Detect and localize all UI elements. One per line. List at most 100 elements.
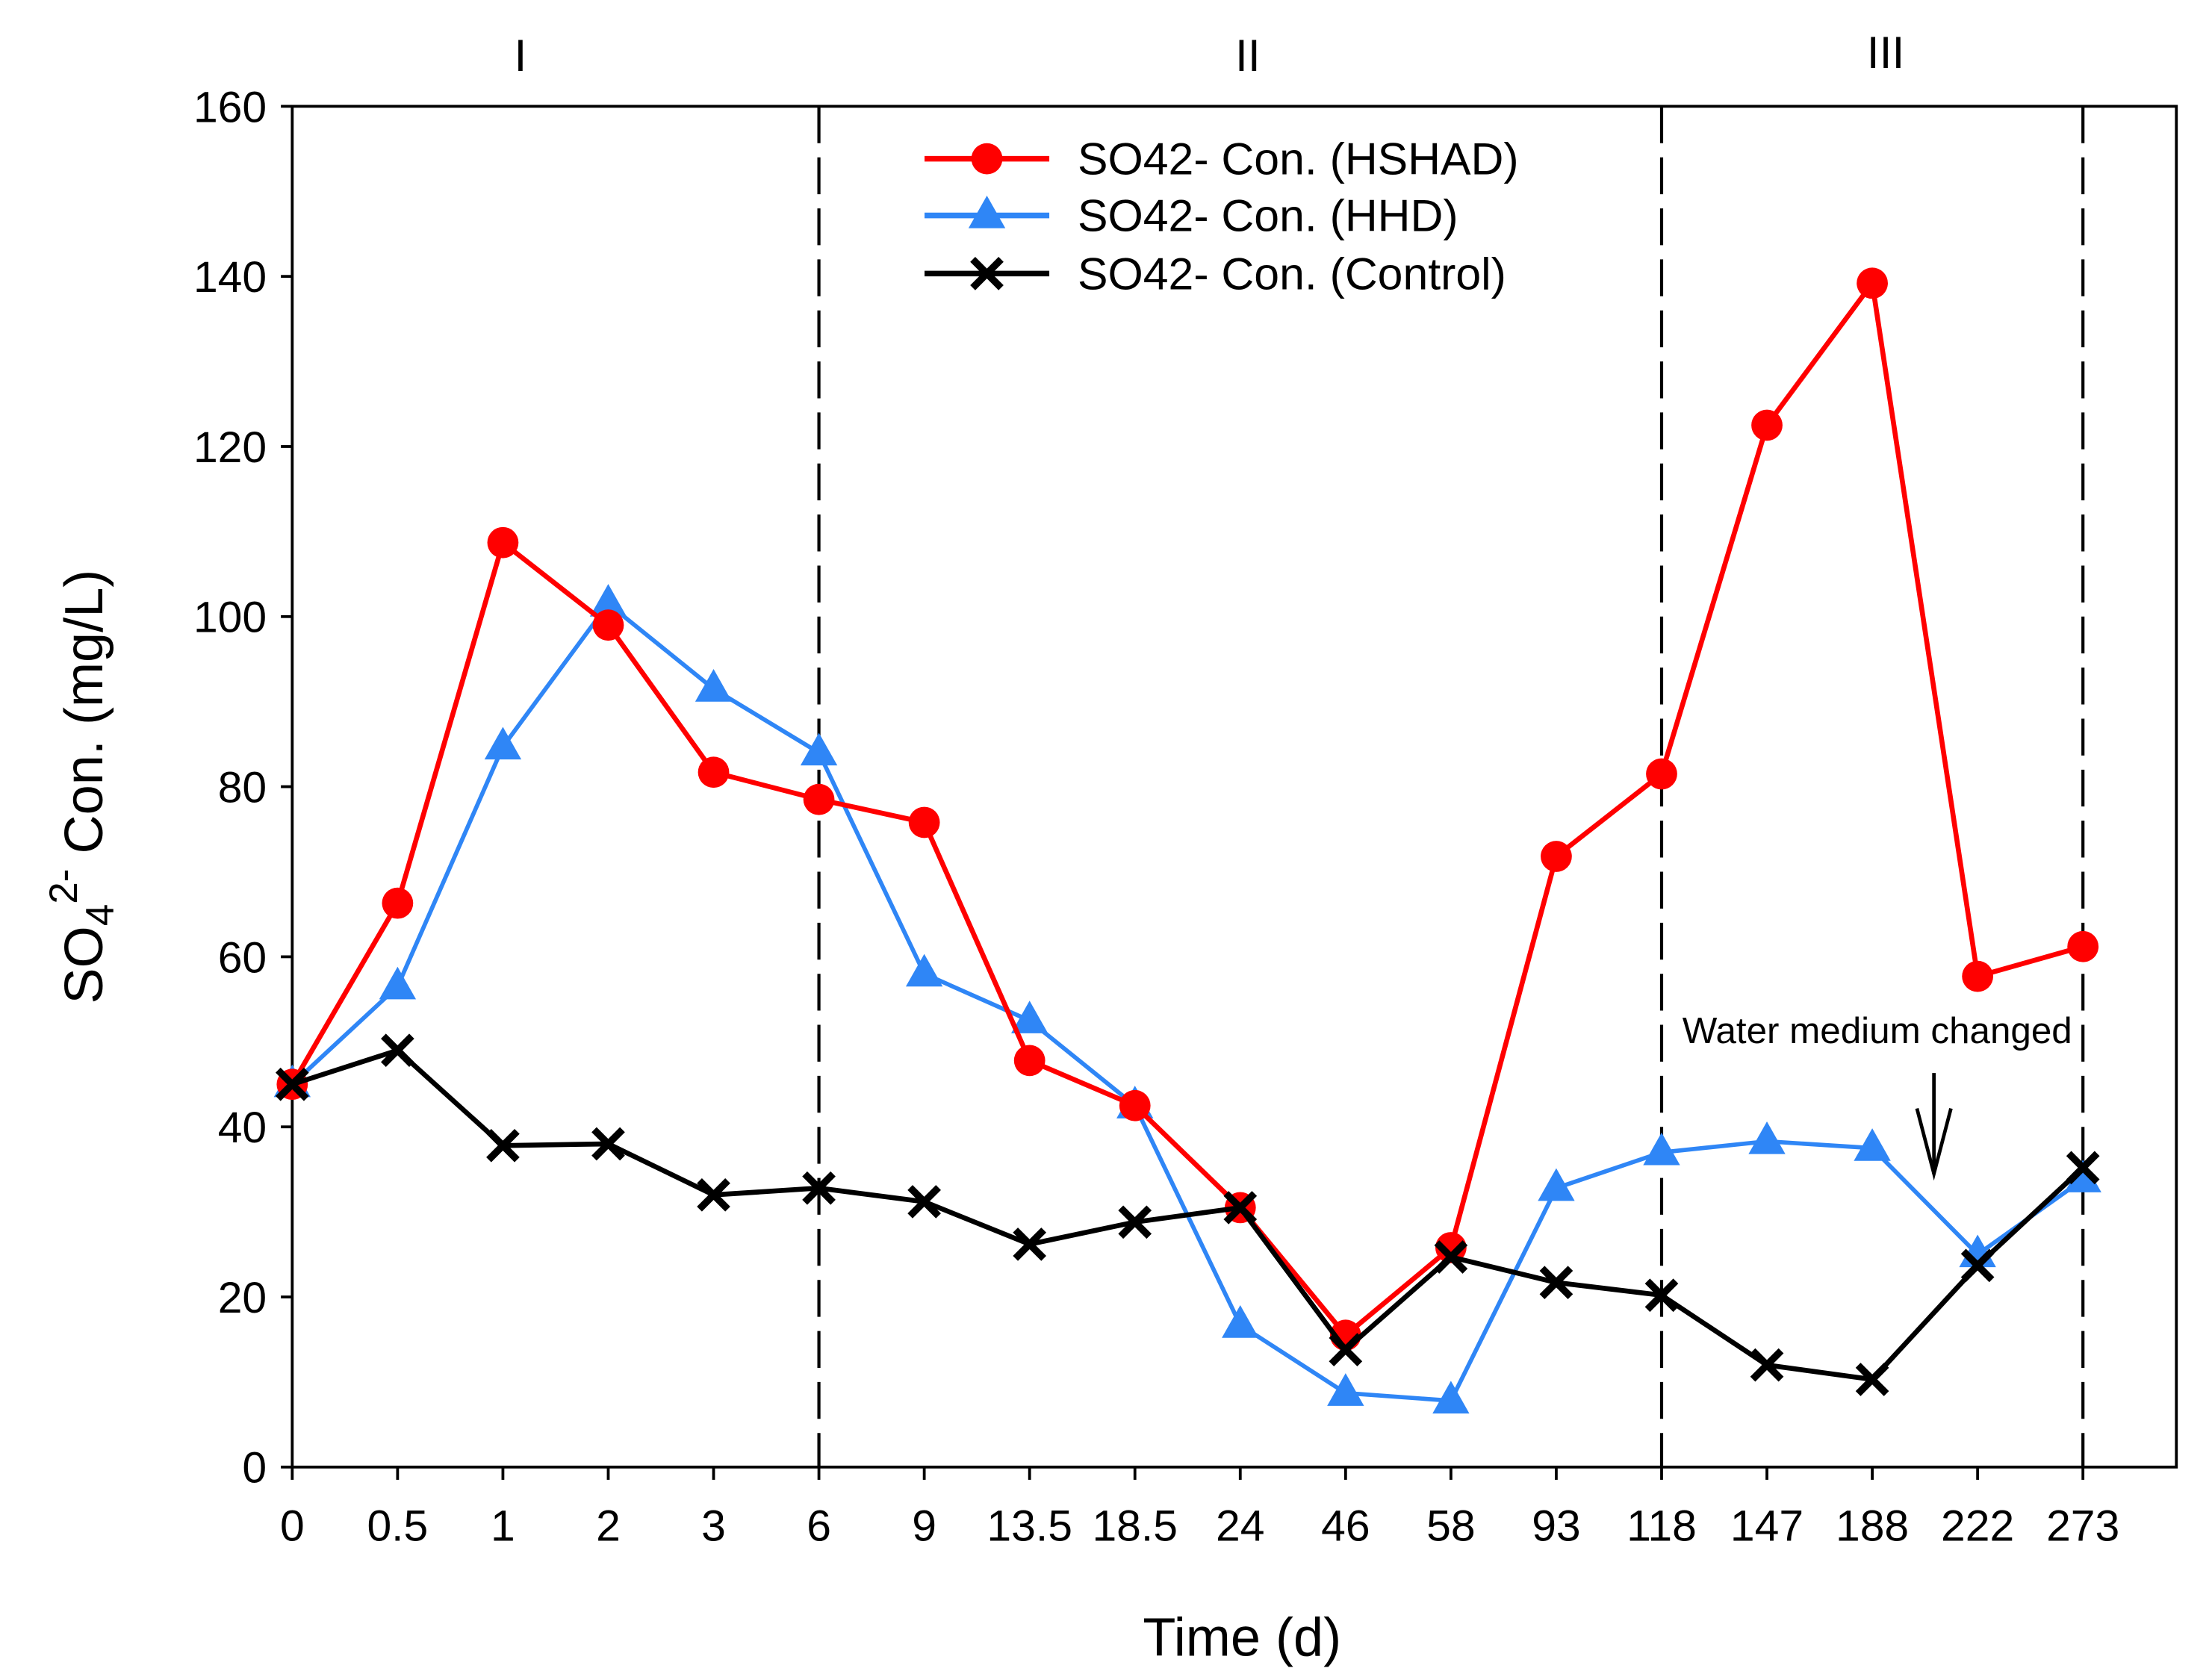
triangle-marker [1222, 1305, 1259, 1338]
x-marker [1013, 1228, 1047, 1261]
circle-marker [1857, 267, 1888, 299]
annotation-water-medium-changed: Water medium changed [1683, 1010, 2072, 1181]
triangle-marker [1643, 1132, 1680, 1166]
series-circle [276, 267, 2099, 1351]
triangle-marker [1432, 1381, 1470, 1414]
x-marker [591, 1127, 625, 1161]
circle-marker [2067, 930, 2099, 962]
x-tick-label: 0.5 [367, 1502, 428, 1551]
circle-marker [592, 609, 624, 641]
circle-marker [1119, 1089, 1151, 1121]
plot-frame [291, 105, 2178, 1469]
x-marker [1750, 1348, 1784, 1382]
series-line [291, 600, 2084, 1403]
x-tick-label: 188 [1836, 1502, 1909, 1551]
x-marker-stroke [907, 1185, 941, 1219]
series-line [291, 1047, 2085, 1383]
circle-marker [1435, 1232, 1467, 1263]
x-marker [1329, 1333, 1363, 1366]
x-marker-stroke [1434, 1240, 1468, 1274]
x-marker [1434, 1240, 1468, 1274]
x-marker-stroke [591, 1127, 625, 1161]
region-label-i: I [515, 30, 527, 81]
x-tick-label: 1 [491, 1502, 515, 1551]
x-marker [1539, 1266, 1573, 1300]
x-marker [970, 257, 1004, 290]
y-tick-label: 80 [218, 763, 267, 812]
y-tick-label: 140 [193, 253, 267, 302]
triangle-marker [1327, 1373, 1364, 1406]
triangle-marker [2064, 1160, 2101, 1192]
plot-area [291, 105, 2178, 1469]
x-marker-stroke [486, 1128, 520, 1163]
x-tick-label: 2 [596, 1502, 621, 1551]
x-tick-label: 46 [1321, 1502, 1370, 1551]
x-marker-stroke [1329, 1333, 1363, 1366]
circle-marker [803, 783, 835, 815]
legend-item: SO42- Con. (HHD) [925, 190, 1458, 240]
legend-label: SO42- Con. (Control) [1078, 248, 1506, 299]
triangle-marker [1010, 1001, 1048, 1033]
y-tick-label: 100 [193, 594, 267, 642]
circle-marker [908, 806, 940, 838]
circle-marker [1013, 1045, 1046, 1077]
triangle-marker [695, 669, 733, 702]
x-marker [1644, 1278, 1679, 1313]
x-marker [486, 1128, 520, 1163]
x-marker-stroke [275, 1067, 309, 1101]
x-marker-stroke [1223, 1191, 1258, 1225]
circle-marker [382, 887, 414, 919]
x-tick-label: 24 [1216, 1502, 1264, 1551]
x-marker-stroke [802, 1171, 836, 1205]
x-marker [802, 1171, 836, 1205]
y-tick-label: 160 [193, 83, 267, 131]
legend-label: SO42- Con. (HSHAD) [1078, 134, 1519, 184]
circle-marker [487, 526, 519, 558]
triangle-marker [905, 953, 943, 987]
x-tick-label: 6 [807, 1502, 831, 1551]
x-tick-label: 13.5 [987, 1502, 1072, 1551]
down-arrow-icon [1915, 1073, 1953, 1181]
x-tick-label: 58 [1426, 1502, 1475, 1551]
triangle-marker [1538, 1168, 1575, 1201]
x-marker [1855, 1363, 1889, 1396]
triangle-marker [968, 195, 1006, 228]
x-tick-label: 147 [1730, 1502, 1804, 1551]
x-marker [907, 1185, 941, 1219]
triangle-marker [379, 966, 417, 1000]
x-tick-label: 93 [1532, 1502, 1580, 1551]
triangle-marker [1854, 1128, 1891, 1161]
y-tick-label: 120 [193, 423, 267, 472]
x-tick-label: 118 [1627, 1502, 1697, 1551]
x-marker-stroke [697, 1178, 730, 1212]
x-tick-label: 222 [1941, 1502, 2014, 1551]
y-tick-label: 20 [218, 1274, 267, 1322]
series-triangle [273, 584, 2101, 1414]
legend-item: SO42- Con. (Control) [925, 248, 1506, 299]
circle-marker [971, 143, 1003, 175]
y-title-rest: Con. (mg/L) [55, 570, 114, 869]
y-tick-label: 60 [218, 933, 267, 982]
x-marker-stroke [1013, 1228, 1047, 1261]
x-marker-stroke [1750, 1348, 1784, 1382]
triangle-marker [800, 732, 838, 766]
x-marker-stroke [2066, 1151, 2100, 1185]
y-axis-title: SO42- Con. (mg/L) [42, 570, 122, 1004]
x-marker [381, 1033, 414, 1068]
annotation-text: Water medium changed [1683, 1010, 2072, 1051]
x-marker [1223, 1191, 1258, 1225]
series-group [273, 267, 2101, 1414]
legend-item: SO42- Con. (HSHAD) [925, 134, 1519, 184]
region-label-ii: II [1235, 30, 1261, 81]
circle-marker [1646, 758, 1677, 790]
y-title-sub: 4 [78, 904, 122, 927]
triangle-marker [589, 584, 627, 617]
x-axis: 0 0.5 1 2 3 6 9 13.5 18.5 24 46 58 93 118 147 188 222 273 [280, 1466, 2119, 1551]
x-marker [275, 1067, 309, 1101]
x-marker-stroke [1960, 1248, 1995, 1283]
x-marker-stroke [1118, 1205, 1152, 1239]
triangle-marker [484, 726, 522, 760]
x-tick-label: 0 [280, 1502, 305, 1551]
y-tick-label: 40 [218, 1104, 267, 1152]
